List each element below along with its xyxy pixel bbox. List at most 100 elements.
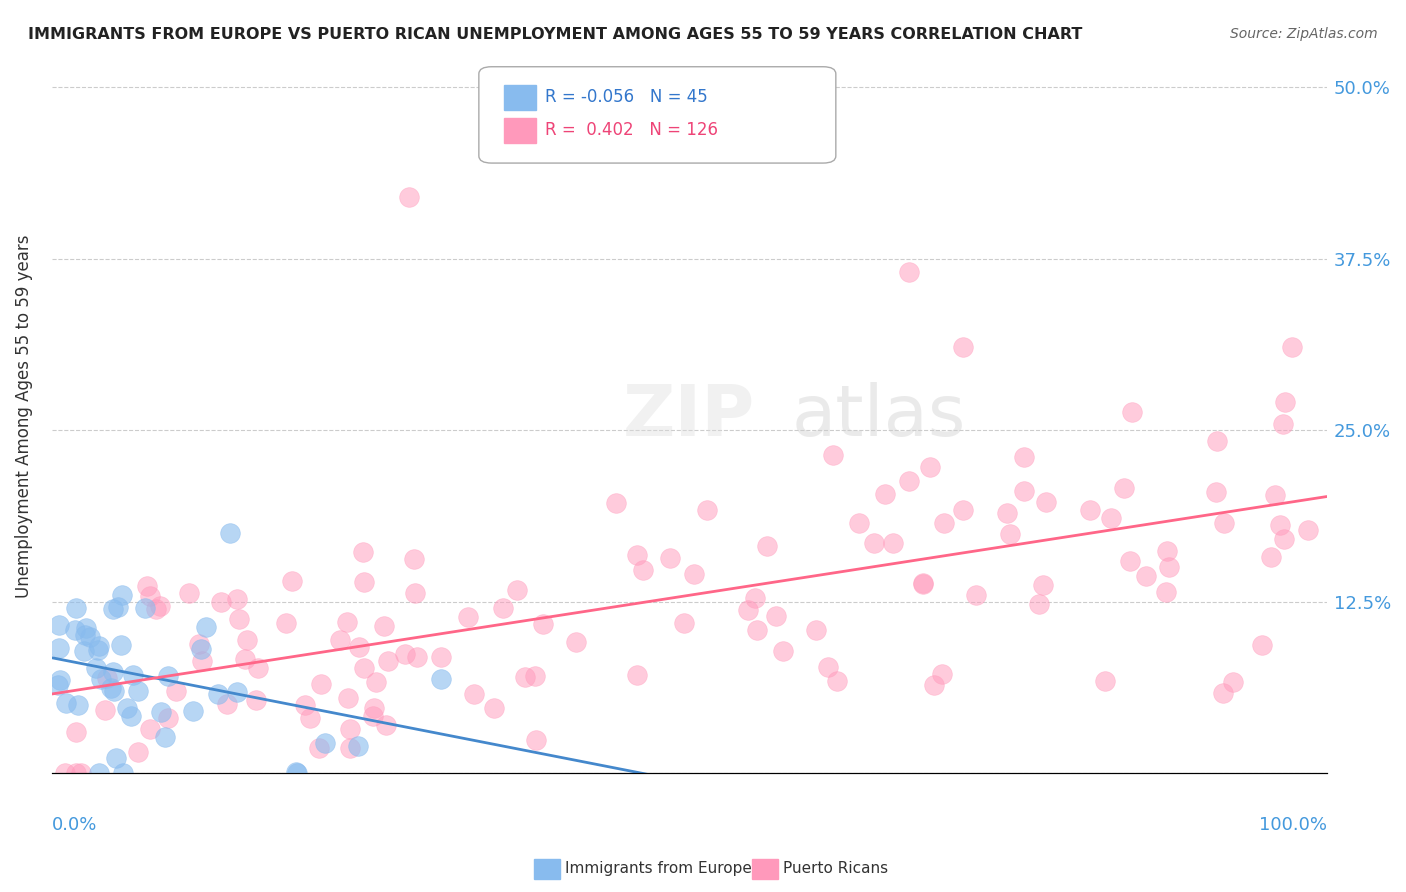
- Point: [1121, 405, 1143, 419]
- Point: [1212, 516, 1234, 531]
- Point: [191, 653, 214, 667]
- Point: [363, 701, 385, 715]
- Point: [482, 701, 505, 715]
- Point: [353, 574, 375, 589]
- Point: [217, 697, 239, 711]
- Point: [920, 460, 942, 475]
- Text: Source: ZipAtlas.com: Source: ZipAtlas.com: [1230, 27, 1378, 41]
- Point: [430, 649, 453, 664]
- Point: [117, 700, 139, 714]
- Point: [87, 642, 110, 657]
- Point: [848, 516, 870, 531]
- Point: [195, 620, 218, 634]
- Point: [506, 582, 529, 597]
- Point: [352, 545, 374, 559]
- Point: [101, 665, 124, 680]
- Point: [366, 674, 388, 689]
- Point: [298, 711, 321, 725]
- FancyBboxPatch shape: [479, 67, 835, 163]
- Point: [457, 610, 479, 624]
- Point: [1274, 394, 1296, 409]
- Point: [149, 599, 172, 613]
- Point: [863, 536, 886, 550]
- Text: R = -0.056   N = 45: R = -0.056 N = 45: [546, 87, 707, 106]
- Point: [105, 751, 128, 765]
- Point: [1251, 638, 1274, 652]
- Point: [744, 591, 766, 606]
- Text: 100.0%: 100.0%: [1258, 816, 1327, 834]
- Point: [70, 766, 93, 780]
- Point: [672, 616, 695, 631]
- Point: [75, 621, 97, 635]
- Point: [1268, 517, 1291, 532]
- Point: [406, 650, 429, 665]
- Point: [219, 526, 242, 541]
- Point: [233, 652, 256, 666]
- Point: [875, 486, 897, 500]
- Point: [245, 693, 267, 707]
- Point: [696, 503, 718, 517]
- Point: [96, 672, 118, 686]
- Point: [65, 725, 87, 739]
- Point: [103, 684, 125, 698]
- Point: [524, 669, 547, 683]
- Point: [63, 623, 86, 637]
- Point: [1222, 674, 1244, 689]
- Point: [226, 685, 249, 699]
- Point: [225, 592, 247, 607]
- Point: [931, 666, 953, 681]
- Point: [1080, 503, 1102, 517]
- Point: [1281, 340, 1303, 354]
- Point: [765, 609, 787, 624]
- Point: [1099, 511, 1122, 525]
- Point: [67, 698, 90, 713]
- Point: [87, 639, 110, 653]
- Point: [308, 741, 330, 756]
- Point: [1014, 450, 1036, 464]
- Point: [463, 687, 485, 701]
- Point: [1260, 549, 1282, 564]
- Point: [207, 687, 229, 701]
- Point: [48, 618, 70, 632]
- Point: [236, 633, 259, 648]
- Point: [513, 670, 536, 684]
- Point: [90, 672, 112, 686]
- Text: Puerto Ricans: Puerto Ricans: [783, 862, 889, 876]
- Point: [53, 765, 76, 780]
- Point: [737, 603, 759, 617]
- Point: [430, 673, 453, 687]
- Point: [145, 602, 167, 616]
- Point: [346, 739, 368, 753]
- Point: [165, 683, 187, 698]
- Point: [1119, 554, 1142, 568]
- Point: [150, 705, 173, 719]
- Point: [361, 708, 384, 723]
- Point: [1012, 483, 1035, 498]
- Point: [181, 704, 204, 718]
- Point: [373, 619, 395, 633]
- Point: [110, 638, 132, 652]
- Point: [605, 495, 627, 509]
- Point: [84, 661, 107, 675]
- Point: [276, 615, 298, 630]
- Point: [404, 586, 426, 600]
- Point: [804, 623, 827, 637]
- Point: [1157, 560, 1180, 574]
- Point: [952, 340, 974, 354]
- Point: [94, 703, 117, 717]
- Point: [314, 735, 336, 749]
- Point: [882, 536, 904, 550]
- Point: [772, 644, 794, 658]
- Text: R =  0.402   N = 126: R = 0.402 N = 126: [546, 121, 718, 139]
- Point: [48, 640, 70, 655]
- Point: [626, 668, 648, 682]
- Point: [65, 600, 87, 615]
- Point: [1032, 578, 1054, 592]
- Point: [209, 595, 232, 609]
- Point: [922, 678, 945, 692]
- Point: [1094, 673, 1116, 688]
- Point: [111, 766, 134, 780]
- Point: [1028, 597, 1050, 611]
- Point: [1296, 523, 1319, 537]
- Point: [626, 548, 648, 562]
